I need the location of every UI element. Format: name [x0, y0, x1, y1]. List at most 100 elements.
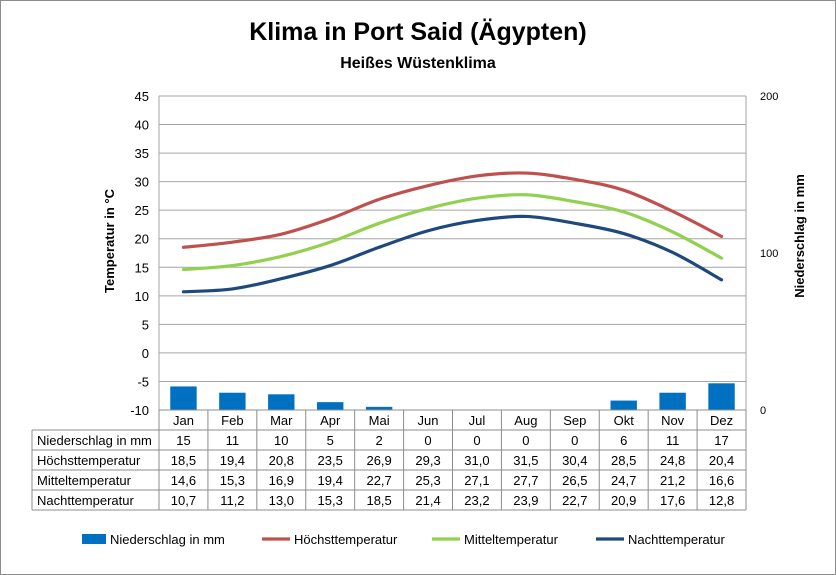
x-tick-label: Jun — [418, 413, 439, 428]
table-cell: 17,6 — [660, 493, 685, 508]
table-cell: 31,0 — [464, 453, 489, 468]
legend: Niederschlag in mm Höchsttemperatur Mittel… — [82, 532, 725, 547]
mean-temp-line — [181, 193, 724, 272]
table-cell: 15,3 — [220, 473, 245, 488]
y-right-tick-label: 100 — [760, 248, 778, 260]
chart-title: Klima in Port Said (Ägypten) — [249, 18, 587, 46]
table-cell: 11 — [226, 433, 240, 448]
table-cell: 0 — [473, 433, 480, 448]
x-tick-label: Okt — [614, 413, 635, 428]
table-cell: 6 — [620, 433, 627, 448]
legend-label: Niederschlag in mm — [110, 532, 225, 547]
table-cell: 0 — [424, 433, 431, 448]
data-table: Jan Feb Mar Apr Mai Jun Jul Aug Sep Okt Nov Dez Nied… — [31, 409, 747, 511]
table-cell: 21,2 — [660, 473, 685, 488]
table-cell: 27,1 — [464, 473, 489, 488]
bars-layer — [170, 383, 735, 410]
precip-bar — [268, 394, 295, 410]
table-cell: 5 — [327, 433, 334, 448]
x-tick-label: Jan — [173, 413, 194, 428]
table-cell: 25,3 — [415, 473, 440, 488]
table-cell: 12,8 — [709, 493, 734, 508]
precip-bar — [659, 392, 686, 410]
y-left-tick-label: 45 — [135, 89, 149, 104]
table-cell: 16,6 — [709, 473, 734, 488]
precip-bar — [219, 392, 246, 410]
table-cell: 24,8 — [660, 453, 685, 468]
y-left-tick-label: 25 — [135, 203, 149, 218]
high-temp-line — [181, 171, 724, 249]
y-left-tick-label: 20 — [135, 232, 149, 247]
precip-bar — [317, 402, 344, 410]
x-tick-label: Nov — [661, 413, 685, 428]
precip-bar — [610, 400, 637, 410]
chart-subtitle: Heißes Wüstenklima — [340, 55, 496, 72]
table-row-label: Niederschlag in mm — [37, 433, 152, 448]
table-cell: 26,5 — [562, 473, 587, 488]
precip-bar — [365, 406, 393, 410]
y-left-tick-label: -5 — [137, 374, 149, 389]
table-cell: 17 — [714, 433, 728, 448]
table-cell: 20,4 — [709, 453, 734, 468]
table-cell: 21,4 — [415, 493, 440, 508]
legend-label: Mitteltemperatur — [464, 532, 559, 547]
x-tick-label: Mar — [270, 413, 293, 428]
table-cell: 18,5 — [171, 453, 196, 468]
table-cell: 15,3 — [318, 493, 343, 508]
table-cell: 23,5 — [318, 453, 343, 468]
table-cell: 23,9 — [513, 493, 538, 508]
x-tick-label: Sep — [563, 413, 586, 428]
y-left-tick-label: 35 — [135, 146, 149, 161]
table-cell: 23,2 — [464, 493, 489, 508]
table-cell: 24,7 — [611, 473, 636, 488]
y-left-tick-label: 30 — [135, 175, 149, 190]
table-cell: 16,9 — [269, 473, 294, 488]
table-cell: 0 — [571, 433, 578, 448]
table-cell: 14,6 — [171, 473, 196, 488]
y-left-tick-label: 15 — [135, 260, 149, 275]
table-cell: 28,5 — [611, 453, 636, 468]
table-cell: 11 — [666, 433, 680, 448]
legend-swatch-bar — [82, 534, 106, 544]
table-cell: 22,7 — [366, 473, 391, 488]
table-cell: 10,7 — [171, 493, 196, 508]
table-cell: 27,7 — [513, 473, 538, 488]
table-row-label: Höchsttemperatur — [37, 453, 141, 468]
table-row-label: Nachttemperatur — [37, 493, 134, 508]
table-cell: 10 — [274, 433, 288, 448]
table-cell: 19,4 — [220, 453, 245, 468]
x-tick-label: Dez — [710, 413, 733, 428]
table-cell: 20,9 — [611, 493, 636, 508]
table-cell: 29,3 — [415, 453, 440, 468]
table-cell: 26,9 — [366, 453, 391, 468]
y-axis-left-title: Temperatur in °C — [102, 188, 117, 293]
table-cell: 13,0 — [269, 493, 294, 508]
y-axis-right-title: Niederschlag in mm — [792, 174, 807, 298]
legend-label: Nachttemperatur — [628, 532, 725, 547]
lines-layer — [181, 171, 724, 294]
table-cell: 15 — [176, 433, 190, 448]
x-tick-label: Mai — [369, 413, 390, 428]
table-cell: 11,2 — [220, 493, 244, 508]
table-cell: 20,8 — [269, 453, 294, 468]
precip-bar — [170, 386, 197, 410]
night-temp-line — [181, 214, 724, 294]
table-cell: 31,5 — [513, 453, 538, 468]
legend-label: Höchsttemperatur — [294, 532, 398, 547]
table-cell: 22,7 — [562, 493, 587, 508]
y-right-tick-label: 200 — [760, 91, 778, 103]
table-row-label: Mitteltemperatur — [37, 473, 132, 488]
axes-layer: 45 40 35 30 25 20 15 10 5 0 -5 -10 200 100 0 — [130, 89, 778, 418]
y-left-tick-label: -10 — [130, 403, 149, 418]
x-tick-label: Feb — [221, 413, 243, 428]
x-tick-label: Apr — [320, 413, 341, 428]
y-left-tick-label: 0 — [142, 346, 149, 361]
table-cell: 0 — [522, 433, 529, 448]
y-left-tick-label: 5 — [142, 317, 149, 332]
table-cell: 18,5 — [366, 493, 391, 508]
precip-bar — [708, 383, 735, 410]
y-right-tick-label: 0 — [760, 405, 766, 417]
table-cell: 2 — [376, 433, 383, 448]
y-left-tick-label: 10 — [135, 289, 149, 304]
